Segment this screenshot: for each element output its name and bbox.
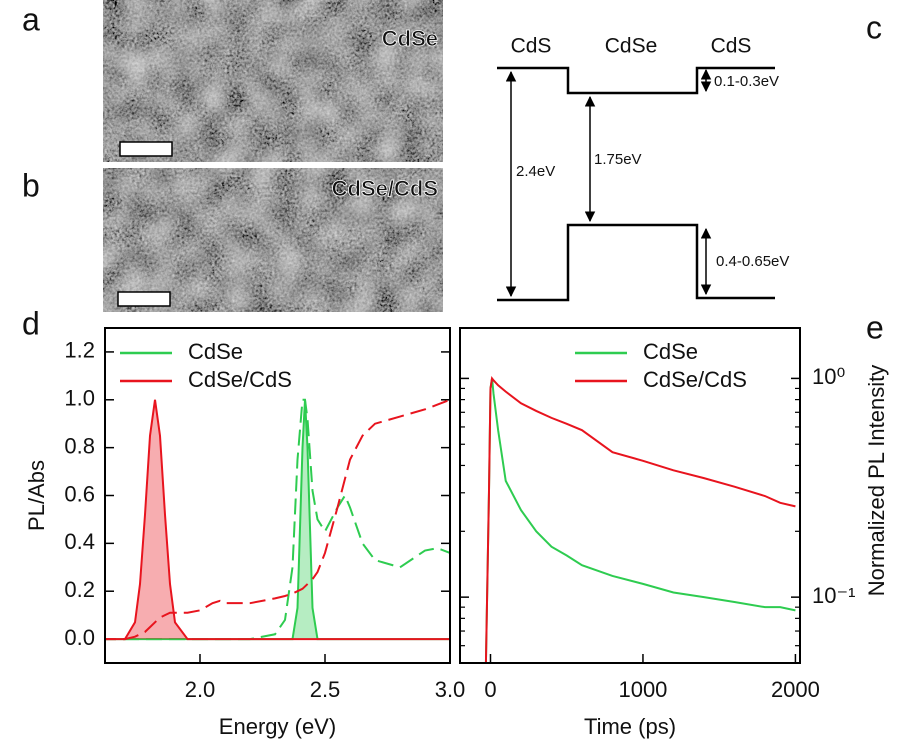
legend-label: CdSe/CdS	[188, 367, 292, 392]
tem-image: CdSe	[103, 0, 443, 162]
image-label: CdSe/CdS	[332, 176, 438, 201]
image-label: CdSe	[382, 26, 438, 51]
scale-bar	[120, 142, 172, 156]
x-tick-label: 3.0	[435, 677, 466, 702]
x-tick-label: 1000	[618, 677, 667, 702]
figure: a b c d e CdSe CdSe/CdS CdS CdSe CdS 2.4…	[0, 0, 897, 750]
offset-label: 0.4-0.65eV	[716, 253, 789, 270]
gap-label: 2.4eV	[516, 163, 555, 180]
panel-letter: b	[22, 167, 40, 203]
y-tick-label: 1.2	[64, 338, 95, 363]
legend-label: CdSe/CdS	[643, 367, 747, 392]
panel-letter: d	[22, 305, 40, 341]
panel-letter: c	[866, 9, 882, 45]
image	[103, 0, 443, 162]
y-axis-label: Normalized PL Intensity	[864, 365, 889, 597]
material-label: CdS	[511, 35, 552, 58]
x-axis-label: Time (ps)	[584, 714, 676, 739]
gap-label: 1.75eV	[594, 151, 642, 168]
x-axis-label: Energy (eV)	[219, 714, 336, 739]
chart: 2.0 2.5 3.0 0.0 0.2 0.4 0.6 0.8 1.0 1.2 Energy (eV…	[24, 328, 465, 739]
panel-letter: a	[22, 1, 40, 37]
decay-line	[486, 378, 796, 663]
x-tick-label: 0	[484, 677, 496, 702]
y-axis-label: PL/Abs	[24, 460, 49, 531]
plot-area	[486, 378, 796, 663]
x-tick-label: 2.5	[310, 677, 341, 702]
y-tick-label: 0.6	[64, 481, 95, 506]
tem-image: CdSe/CdS	[103, 168, 443, 312]
y-tick-label: 0.8	[64, 433, 95, 458]
y-tick-label: 10⁰	[812, 364, 845, 389]
chart: 0 1000 2000 10⁰ 10⁻¹ Time (ps) Normalized PL I…	[460, 328, 889, 739]
decay-line	[486, 378, 796, 663]
plot-area	[100, 400, 450, 639]
pl-area	[100, 400, 450, 639]
x-tick-label: 2000	[771, 677, 820, 702]
panel-letter: e	[866, 309, 884, 345]
legend-label: CdSe	[188, 339, 243, 364]
material-label: CdS	[711, 35, 752, 58]
y-tick-label: 0.2	[64, 577, 95, 602]
y-tick-label: 1.0	[64, 386, 95, 411]
y-tick-label: 0.0	[64, 625, 95, 650]
y-tick-label: 0.4	[64, 529, 95, 554]
plot-frame	[460, 328, 800, 663]
material-label: CdSe	[605, 35, 658, 58]
band-diagram: CdS CdSe CdS 2.4eV 1.75eV 0.1-0.3eV 0.4-…	[497, 35, 789, 300]
legend-label: CdSe	[643, 339, 698, 364]
x-tick-label: 2.0	[185, 677, 216, 702]
offset-label: 0.1-0.3eV	[714, 73, 779, 90]
scale-bar	[118, 292, 170, 306]
y-tick-label: 10⁻¹	[812, 583, 855, 608]
